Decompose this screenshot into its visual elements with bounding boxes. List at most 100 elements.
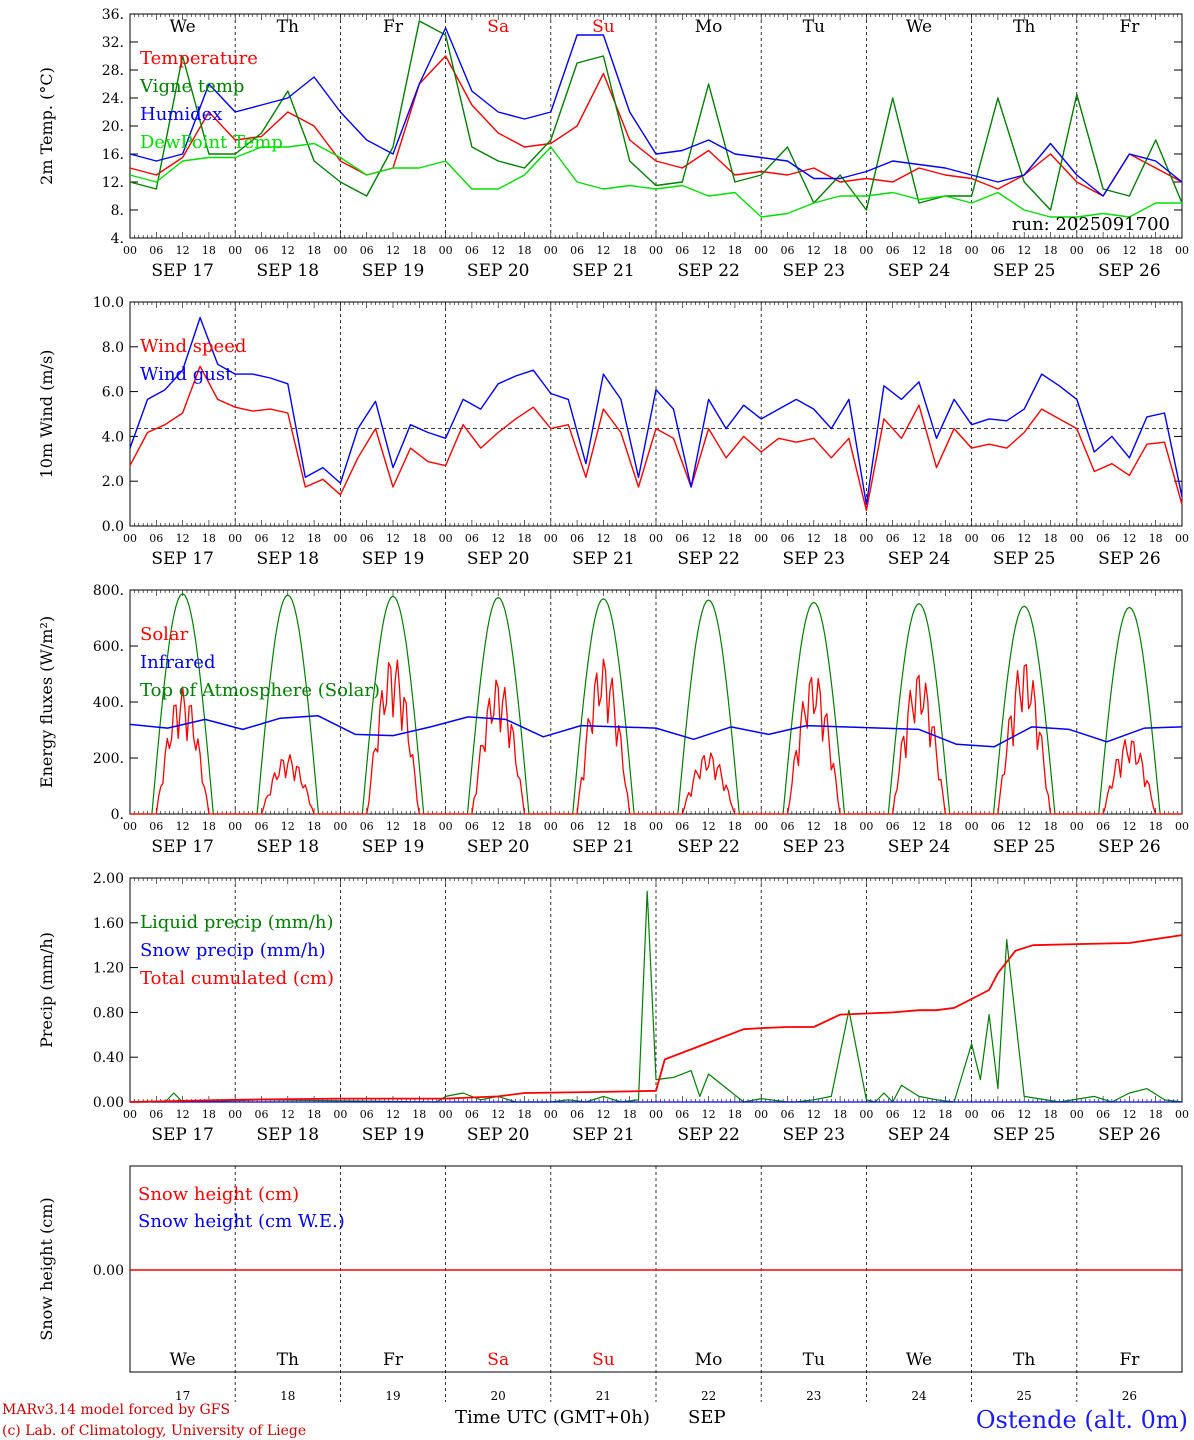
hour-tick-label: 06 — [781, 532, 795, 545]
hour-tick-label: 12 — [176, 244, 190, 257]
hour-tick-label: 12 — [702, 244, 716, 257]
date-label: SEP 26 — [1098, 837, 1161, 857]
day-number-label: 21 — [596, 1389, 611, 1403]
hour-tick-label: 12 — [386, 820, 400, 833]
hour-tick-label: 00 — [649, 820, 663, 833]
y-tick-label: 8. — [111, 203, 124, 219]
hour-tick-label: 00 — [1070, 532, 1084, 545]
hour-tick-label: 00 — [965, 820, 979, 833]
hour-tick-label: 18 — [412, 1108, 426, 1121]
y-tick-label: 400. — [93, 695, 124, 711]
hour-tick-label: 18 — [728, 532, 742, 545]
hour-tick-label: 12 — [912, 820, 926, 833]
series-line-wind-speed — [129, 365, 1183, 512]
hour-tick-label: 18 — [412, 532, 426, 545]
hour-tick-label: 18 — [728, 244, 742, 257]
y-axis-label: Snow height (cm) — [37, 1197, 56, 1340]
day-name-label: Mo — [695, 17, 723, 37]
hour-tick-label: 18 — [518, 820, 532, 833]
hour-tick-label: 18 — [307, 244, 321, 257]
hour-tick-label: 12 — [807, 1108, 821, 1121]
hour-tick-label: 06 — [255, 820, 269, 833]
date-label: SEP 21 — [572, 1125, 635, 1145]
legend-entry: Top of Atmosphere (Solar) — [140, 680, 380, 701]
date-label: SEP 18 — [257, 837, 320, 857]
hour-tick-label: 18 — [938, 1108, 952, 1121]
hour-tick-label: 06 — [360, 820, 374, 833]
day-number-label: 18 — [280, 1389, 295, 1403]
x-axis-month: SEP — [688, 1407, 726, 1428]
legend-entry: Vigne temp — [139, 76, 244, 97]
series-line-total-cumulated-cm- — [129, 934, 1183, 1103]
legend-entry: Snow precip (mm/h) — [140, 940, 326, 961]
y-tick-label: 8.0 — [102, 340, 124, 356]
date-label: SEP 21 — [572, 837, 635, 857]
hour-tick-label: 18 — [1044, 820, 1058, 833]
y-tick-label: 4. — [111, 231, 124, 247]
legend-entry: Liquid precip (mm/h) — [140, 912, 334, 933]
legend-entry: Total cumulated (cm) — [140, 968, 334, 989]
date-label: SEP 17 — [151, 549, 214, 569]
y-tick-label: 36. — [102, 7, 124, 23]
date-label: SEP 18 — [257, 261, 320, 281]
hour-tick-label: 00 — [439, 244, 453, 257]
date-label: SEP 19 — [362, 837, 425, 857]
date-label: SEP 23 — [783, 261, 846, 281]
hour-tick-label: 18 — [1149, 1108, 1163, 1121]
date-label: SEP 20 — [467, 549, 530, 569]
legend-entry: Solar — [140, 624, 189, 645]
date-label: SEP 23 — [783, 837, 846, 857]
day-number-label: 24 — [911, 1389, 927, 1403]
hour-tick-label: 18 — [833, 244, 847, 257]
date-label: SEP 22 — [677, 1125, 740, 1145]
credit-line-2: (c) Lab. of Climatology, University of L… — [2, 1423, 306, 1439]
day-number-label: 26 — [1122, 1389, 1137, 1403]
hour-tick-label: 18 — [307, 532, 321, 545]
hour-tick-label: 06 — [991, 244, 1005, 257]
hour-tick-label: 12 — [386, 1108, 400, 1121]
hour-tick-label: 12 — [912, 244, 926, 257]
date-label: SEP 26 — [1098, 549, 1161, 569]
day-number-label: 19 — [385, 1389, 400, 1403]
hour-tick-label: 00 — [859, 820, 873, 833]
hour-tick-label: 00 — [123, 532, 137, 545]
hour-tick-label: 00 — [1070, 1108, 1084, 1121]
hour-tick-label: 12 — [176, 532, 190, 545]
date-label: SEP 24 — [888, 1125, 951, 1145]
series-line-wind-gust — [129, 316, 1183, 506]
hour-tick-label: 18 — [518, 532, 532, 545]
day-name-label: Fr — [383, 17, 404, 37]
date-label: SEP 20 — [467, 261, 530, 281]
hour-tick-label: 12 — [702, 820, 716, 833]
hour-tick-label: 00 — [965, 532, 979, 545]
hour-tick-label: 06 — [465, 244, 479, 257]
day-name-label: Fr — [1119, 17, 1140, 37]
day-name-label: We — [906, 17, 932, 37]
hour-tick-label: 00 — [1175, 244, 1189, 257]
hour-tick-label: 12 — [1122, 1108, 1136, 1121]
hour-tick-label: 00 — [333, 820, 347, 833]
legend-entry: Humidex — [140, 104, 222, 125]
series-line-vigne-temp — [129, 20, 1183, 211]
hour-tick-label: 12 — [596, 532, 610, 545]
date-label: SEP 26 — [1098, 261, 1161, 281]
hour-tick-label: 06 — [886, 1108, 900, 1121]
date-label: SEP 25 — [993, 549, 1056, 569]
hour-tick-label: 12 — [491, 244, 505, 257]
hour-tick-label: 00 — [228, 244, 242, 257]
hour-tick-label: 06 — [675, 532, 689, 545]
y-axis-label: 10m Wind (m/s) — [37, 350, 56, 479]
date-label: SEP 21 — [572, 261, 635, 281]
hour-tick-label: 06 — [360, 1108, 374, 1121]
hour-tick-label: 00 — [228, 1108, 242, 1121]
y-tick-label: 28. — [102, 63, 124, 79]
hour-tick-label: 06 — [1096, 820, 1110, 833]
panel-frame-2 — [129, 589, 1183, 815]
hour-tick-label: 00 — [859, 532, 873, 545]
date-label: SEP 24 — [888, 837, 951, 857]
hour-tick-label: 00 — [754, 244, 768, 257]
hour-tick-label: 06 — [465, 532, 479, 545]
hour-tick-label: 18 — [728, 820, 742, 833]
legend-entry: Snow height (cm W.E.) — [138, 1211, 345, 1232]
hour-tick-label: 12 — [1122, 244, 1136, 257]
